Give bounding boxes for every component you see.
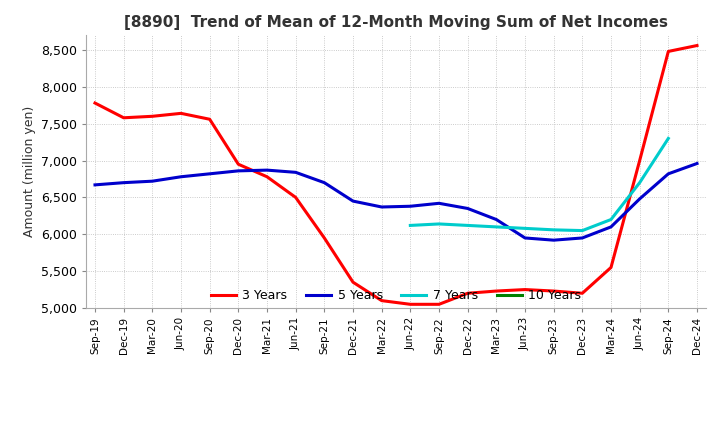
3 Years [320,235,328,241]
3 Years [205,117,214,122]
3 Years [549,288,558,293]
Line: 5 Years: 5 Years [95,164,697,240]
5 Years [406,204,415,209]
5 Years [492,217,500,222]
5 Years [377,204,386,209]
3 Years [91,100,99,106]
7 Years [664,136,672,141]
Legend: 3 Years, 5 Years, 7 Years, 10 Years: 3 Years, 5 Years, 7 Years, 10 Years [206,284,586,307]
7 Years [464,223,472,228]
7 Years [492,224,500,230]
5 Years [91,182,99,187]
3 Years [234,161,243,167]
3 Years [435,302,444,307]
7 Years [607,217,616,222]
5 Years [664,171,672,176]
3 Years [664,49,672,54]
7 Years [521,226,529,231]
Y-axis label: Amount (million yen): Amount (million yen) [23,106,36,237]
5 Years [348,198,357,204]
Title: [8890]  Trend of Mean of 12-Month Moving Sum of Net Incomes: [8890] Trend of Mean of 12-Month Moving … [124,15,668,30]
3 Years [120,115,128,121]
5 Years [234,168,243,173]
3 Years [348,279,357,285]
5 Years [205,171,214,176]
Line: 3 Years: 3 Years [95,45,697,304]
3 Years [578,290,587,296]
5 Years [176,174,185,180]
5 Years [263,168,271,173]
5 Years [435,201,444,206]
5 Years [148,179,157,184]
5 Years [320,180,328,185]
5 Years [607,224,616,230]
5 Years [292,170,300,175]
3 Years [635,158,644,163]
3 Years [464,290,472,296]
7 Years [578,228,587,233]
5 Years [120,180,128,185]
7 Years [549,227,558,232]
7 Years [406,223,415,228]
5 Years [693,161,701,166]
3 Years [176,111,185,116]
5 Years [578,235,587,241]
5 Years [464,206,472,211]
3 Years [492,288,500,293]
5 Years [635,196,644,202]
5 Years [521,235,529,241]
7 Years [435,221,444,227]
5 Years [549,238,558,243]
3 Years [377,298,386,303]
3 Years [263,174,271,180]
3 Years [521,287,529,292]
Line: 7 Years: 7 Years [410,139,668,231]
3 Years [148,114,157,119]
3 Years [406,302,415,307]
3 Years [693,43,701,48]
3 Years [607,265,616,270]
7 Years [635,180,644,185]
3 Years [292,195,300,200]
